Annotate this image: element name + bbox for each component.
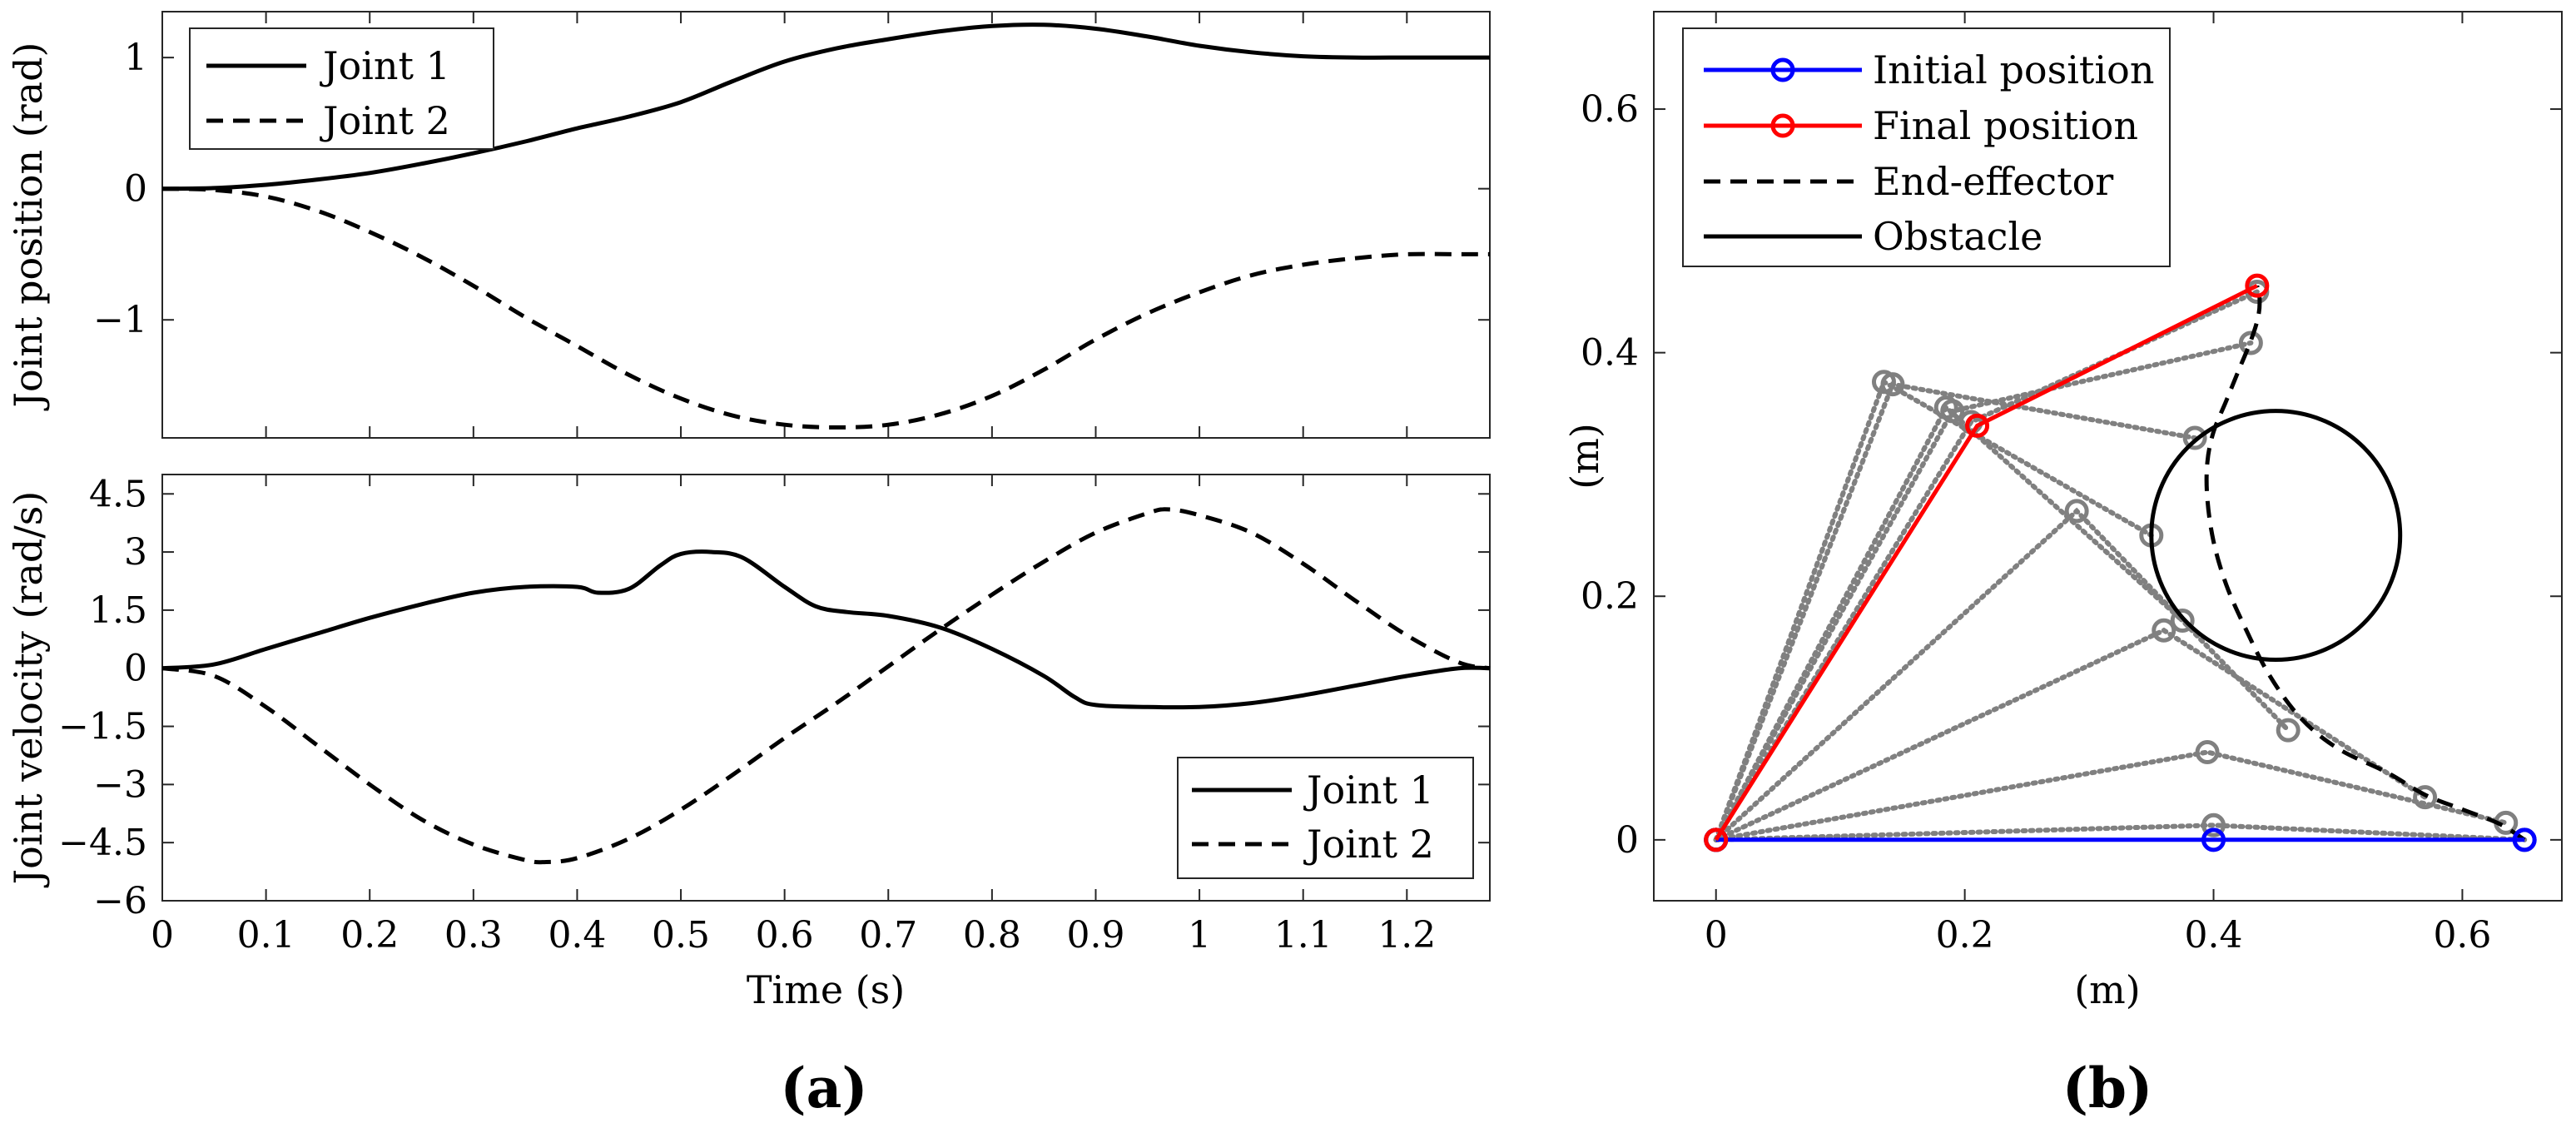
initial-position-joint-marker	[2512, 827, 2537, 852]
final-position-joint-marker	[1965, 413, 1990, 438]
joint-position-series	[161, 22, 1490, 430]
legend-end-effector-label: End-effector	[1873, 159, 2113, 204]
xtick-label: 0.4	[548, 914, 606, 957]
joint-velocity-ylabel: Joint velocity (rad/s)	[6, 491, 51, 888]
intermediate-4-joint-marker	[2064, 499, 2089, 524]
legend-initial-marker	[1770, 57, 1795, 82]
intermediate-1-joint-marker	[2201, 812, 2226, 837]
xtick-label: 0.7	[859, 914, 917, 957]
workspace-axes-box	[1653, 11, 2563, 902]
joint-position-axes-box	[161, 11, 1491, 439]
ytick-label: 0.4	[1581, 332, 1639, 375]
intermediate-8-links	[1713, 340, 2254, 842]
intermediate-3-joint-marker	[2152, 618, 2176, 643]
ytick-label: −1	[93, 299, 147, 341]
initial-position-joint-marker	[2201, 827, 2226, 852]
xtick-label: 0.2	[1936, 914, 1994, 957]
xtick-label: 0.1	[237, 914, 295, 957]
intermediate-3-links	[1713, 627, 2428, 842]
obstacle-circle	[2149, 409, 2403, 663]
intermediate-8-joint-marker	[2238, 330, 2263, 355]
ytick-label: 4.5	[89, 473, 147, 515]
ytick-label: 1	[124, 37, 147, 79]
intermediate-7-joint-marker	[1880, 372, 1905, 397]
end-effector-path	[2204, 285, 2526, 842]
intermediate-2-links	[1713, 749, 2509, 842]
xtick-label: 0.9	[1066, 914, 1124, 957]
ytick-label: −3	[93, 763, 147, 806]
xtick-label: 0.3	[444, 914, 503, 957]
joint-velocity-series	[161, 507, 1491, 865]
ytick-label: −1.5	[58, 706, 147, 748]
xtick-label: 1.2	[1377, 914, 1436, 957]
intermediate-7-links	[1713, 381, 2198, 842]
intermediate-1-links	[1713, 822, 2528, 842]
xtick-label: 0.6	[756, 914, 814, 957]
intermediate-7-joint-marker	[2182, 425, 2207, 450]
intermediate-4-joint-marker	[2276, 718, 2301, 743]
ytick-label: 0.6	[1581, 88, 1639, 131]
joint-velocity-ticks: −6 −4.5 −3 −1.5 0 1.5 3 4.5 0 0.1 0.2 0.3 0.4 0.5 0.6 0…	[58, 473, 1490, 957]
final-position-joint-marker	[2245, 273, 2270, 298]
series-joint-2-line	[161, 507, 1491, 865]
intermediate-5-links	[1713, 403, 2186, 842]
xtick-label: 0.2	[340, 914, 399, 957]
final-position-links	[1714, 283, 2258, 842]
legend-obstacle-label: Obstacle	[1873, 214, 2042, 259]
xtick-label: 0.5	[652, 914, 710, 957]
legend-final-marker	[1770, 113, 1795, 138]
intermediate-5-joint-marker	[2170, 609, 2195, 634]
xtick-label: 0	[151, 914, 174, 957]
legend-initial-label: Initial position	[1873, 47, 2154, 92]
legend-box	[1177, 757, 1474, 879]
intermediate-3-joint-marker	[2413, 785, 2438, 810]
legend-joint2-label: Joint 2	[1303, 822, 1434, 867]
joint-velocity-chart: −6 −4.5 −3 −1.5 0 1.5 3 4.5 0 0.1 0.2 0.3 0.4 0.5 0.6 0…	[6, 473, 1491, 1012]
workspace-content	[1704, 273, 2537, 852]
workspace-chart: 0 0.2 0.4 0.6 0 0.2 0.4 0.6 (m) (m) Initial pos…	[1562, 11, 2563, 1012]
legend-joint1-label: Joint 1	[320, 43, 450, 88]
joint-position-legend: Joint 1 Joint 2	[189, 27, 494, 150]
joint-velocity-legend: Joint 1 Joint 2	[1177, 757, 1474, 879]
ytick-label: −4.5	[58, 822, 147, 864]
intermediate-2-joint-marker	[2195, 740, 2220, 765]
xtick-label: 0.8	[963, 914, 1021, 957]
ytick-label: 0	[1616, 819, 1639, 862]
panel-label-b: (b)	[2062, 1056, 2153, 1121]
intermediate-8-joint-marker	[1940, 399, 1965, 424]
ytick-label: 0	[124, 168, 147, 211]
legend-box	[189, 27, 494, 150]
ytick-label: 3	[124, 531, 147, 574]
xtick-label: 1	[1188, 914, 1211, 957]
joint-velocity-axes-box	[161, 474, 1491, 902]
panel-label-a: (a)	[780, 1056, 867, 1121]
series-joint-2-line	[161, 186, 1490, 430]
joint-position-ylabel: Joint position (rad)	[6, 42, 51, 411]
joint-velocity-xlabel: Time (s)	[747, 967, 905, 1012]
workspace-xlabel: (m)	[2074, 967, 2141, 1012]
series-joint-1-line	[161, 22, 1490, 191]
xtick-label: 0	[1705, 914, 1728, 957]
series-joint-1-line	[161, 549, 1491, 710]
ytick-label: 0.2	[1581, 575, 1639, 618]
xtick-label: 0.6	[2433, 914, 2491, 957]
ytick-label: 0	[124, 648, 147, 690]
ytick-label: −6	[93, 880, 147, 922]
legend-box	[1682, 27, 2171, 267]
intermediate-4-links	[1713, 507, 2291, 842]
legend-joint2-label: Joint 2	[320, 98, 450, 143]
workspace-ylabel: (m)	[1562, 423, 1607, 489]
ytick-label: 1.5	[89, 589, 147, 632]
xtick-label: 1.1	[1274, 914, 1333, 957]
final-position-joint-marker	[1704, 827, 1729, 852]
workspace-legend: Initial position Final position End-effe…	[1682, 27, 2171, 267]
xtick-label: 0.4	[2185, 914, 2243, 957]
intermediate-6-links	[1713, 378, 2154, 842]
legend-final-label: Final position	[1873, 103, 2138, 148]
legend-joint1-label: Joint 1	[1303, 768, 1434, 812]
workspace-ticks: 0 0.2 0.4 0.6 0 0.2 0.4 0.6	[1581, 12, 2562, 957]
joint-position-chart: −1 0 1 Joint position (rad) Joint 1 Joint …	[6, 11, 1491, 439]
